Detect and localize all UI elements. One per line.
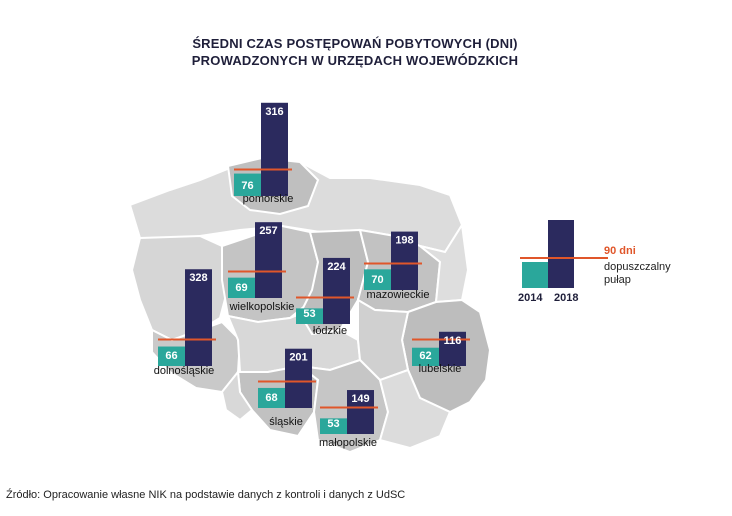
map-region-podkarpackie — [378, 368, 452, 450]
value-label-2014-1: 69 — [235, 282, 247, 294]
map-region-east — [419, 222, 470, 304]
bar-2014-6 — [258, 387, 285, 408]
bar-2018-6 — [285, 348, 312, 408]
category-label-0: pomorskie — [243, 193, 294, 205]
value-label-2018-1: 257 — [259, 225, 277, 237]
map-region-opolskie — [220, 369, 254, 422]
value-label-2014-2: 53 — [303, 308, 315, 320]
chart-title-line-1: ŚREDNI CZAS POSTĘPOWAŃ POBYTOWYCH (DNI) — [192, 36, 518, 51]
source-note: Źródło: Opracowanie własne NIK na podsta… — [6, 489, 406, 501]
category-label-5: lubelskie — [419, 363, 462, 375]
bar-2014-5 — [412, 347, 439, 366]
value-label-2014-7: 53 — [327, 418, 339, 430]
bar-2014-0 — [234, 173, 261, 196]
value-label-2014-4: 66 — [165, 350, 177, 362]
value-label-2018-7: 149 — [351, 393, 369, 405]
legend-year-2018: 2018 — [554, 292, 578, 304]
legend-year-2014: 2014 — [518, 292, 543, 304]
category-label-7: małopolskie — [319, 437, 377, 449]
value-label-2018-6: 201 — [289, 352, 307, 364]
bar-2018-7 — [347, 390, 374, 434]
value-label-2014-6: 68 — [265, 392, 277, 404]
category-label-2: łódzkie — [313, 325, 347, 337]
bars-layer: 76 316 pomorskie 69 257 wielkopolskie 53 224 łód… — [154, 102, 470, 449]
value-label-2018-0: 316 — [265, 106, 283, 118]
bar-2014-4 — [158, 346, 185, 366]
category-label-6: śląskie — [269, 416, 303, 428]
category-label-1: wielkopolskie — [229, 301, 295, 313]
value-label-2018-5: 116 — [444, 335, 462, 347]
chart-title-line-2: PROWADZONYCH W URZĘDACH WOJEWÓDZKICH — [191, 53, 519, 68]
value-label-2014-0: 76 — [241, 180, 253, 192]
bar-2018-4 — [185, 269, 212, 366]
bar-2014-2 — [296, 308, 323, 324]
value-label-2014-5: 62 — [419, 350, 431, 362]
value-label-2018-4: 328 — [189, 272, 207, 284]
legend-bar-2018 — [548, 220, 574, 288]
bar-2014-3 — [364, 269, 391, 290]
legend-limit-label: 90 dni — [604, 245, 636, 257]
value-label-2018-3: 198 — [395, 235, 413, 247]
bar-2014-7 — [320, 418, 347, 434]
bar-2018-1 — [255, 222, 282, 298]
category-label-3: mazowieckie — [367, 289, 430, 301]
value-label-2014-3: 70 — [371, 274, 383, 286]
category-label-4: dolnośląskie — [154, 365, 215, 377]
value-label-2018-2: 224 — [327, 261, 346, 273]
legend-limit-note-2: pułap — [604, 274, 631, 286]
legend-limit-note-1: dopuszczalny — [604, 261, 671, 273]
legend: 90 dni dopuszczalny pułap 2014 2018 — [518, 220, 671, 304]
bar-2018-5 — [439, 331, 466, 366]
legend-bar-2014 — [522, 262, 548, 288]
bar-2018-2 — [323, 257, 350, 324]
bar-2014-1 — [228, 277, 255, 298]
bar-2018-3 — [391, 231, 418, 290]
bar-2018-0 — [261, 102, 288, 196]
